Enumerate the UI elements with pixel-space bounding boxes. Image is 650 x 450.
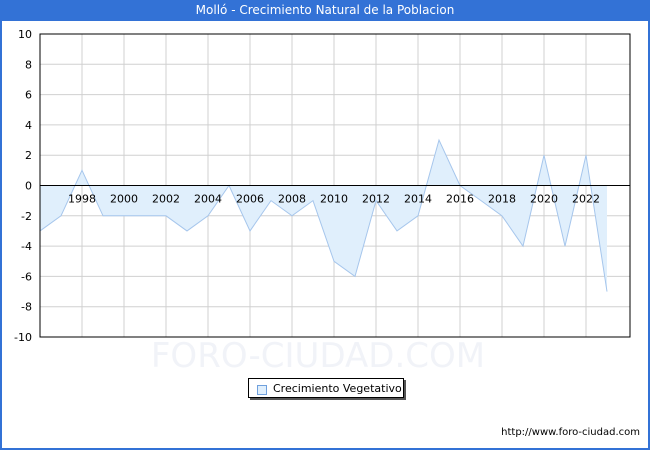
chart-title: Molló - Crecimiento Natural de la Poblac… <box>2 0 648 21</box>
y-tick-label: 8 <box>25 58 32 71</box>
y-tick-label: 6 <box>25 89 32 102</box>
x-tick-label: 2010 <box>320 193 348 206</box>
y-tick-label: 2 <box>25 149 32 162</box>
x-tick-label: 2020 <box>530 193 558 206</box>
legend: Crecimiento Vegetativo <box>248 378 404 398</box>
x-tick-label: 2008 <box>278 193 306 206</box>
y-axis-ticks: 10 8 6 4 2 0 -2 -4 -6 -8 -10 <box>14 28 32 344</box>
area-fill <box>40 140 607 292</box>
legend-label: Crecimiento Vegetativo <box>273 382 402 395</box>
plot-border <box>39 33 631 338</box>
data-line <box>39 138 608 292</box>
x-tick-label: 2018 <box>488 193 516 206</box>
y-tick-label: 4 <box>25 119 32 132</box>
legend-swatch-icon <box>257 385 267 395</box>
y-tick-label: 10 <box>18 28 32 41</box>
y-tick-label: -2 <box>21 210 32 223</box>
source-url: http://www.foro-ciudad.com <box>501 427 640 438</box>
x-tick-label: 2002 <box>152 193 180 206</box>
y-tick-label: -4 <box>21 240 32 253</box>
x-tick-label: 2012 <box>362 193 390 206</box>
y-tick-label: -8 <box>21 301 32 314</box>
y-tick-label: 0 <box>25 180 32 193</box>
x-tick-label: 2004 <box>194 193 222 206</box>
x-tick-label: 2016 <box>446 193 474 206</box>
x-tick-label: 2022 <box>572 193 600 206</box>
x-tick-label: 1998 <box>68 193 96 206</box>
x-tick-label: 2014 <box>404 193 432 206</box>
watermark: FORO-CIUDAD.COM <box>151 336 485 376</box>
x-tick-label: 2000 <box>110 193 138 206</box>
x-tick-label: 2006 <box>236 193 264 206</box>
y-tick-label: -6 <box>21 270 32 283</box>
x-axis-ticks: 1998 2000 2002 2004 2006 2008 2010 2012 2014 2016… <box>68 193 600 206</box>
y-tick-label: -10 <box>14 331 32 344</box>
data-area <box>39 138 630 292</box>
